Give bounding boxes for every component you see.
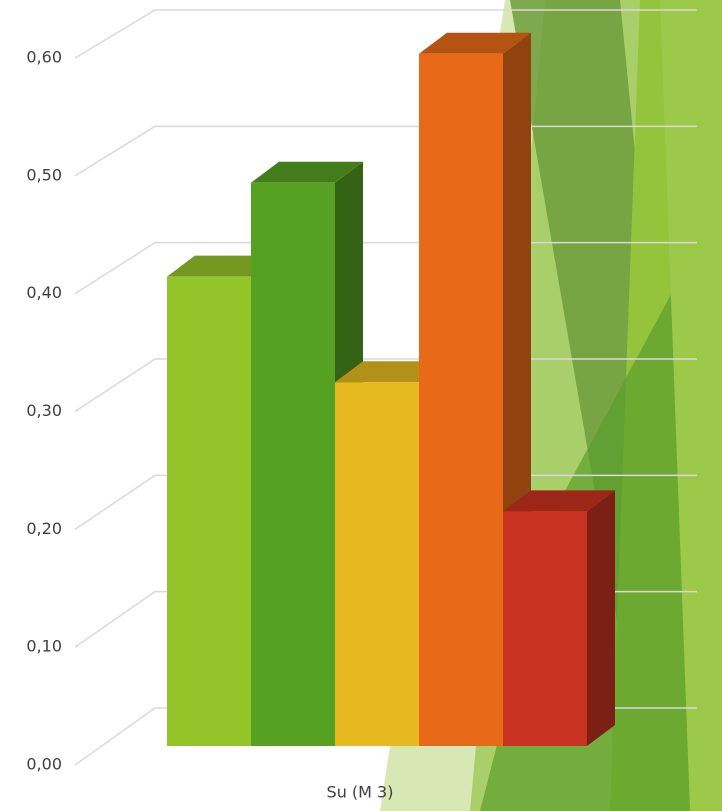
grid-line (74, 9, 697, 59)
bar-side (587, 490, 615, 746)
bar-top (419, 32, 531, 54)
bar-front (167, 276, 251, 746)
bar (503, 490, 615, 746)
bar-top (251, 161, 363, 183)
x-tick-label: Su (M 3) (327, 783, 394, 802)
y-tick-label: 0,10 (26, 637, 62, 656)
y-tick-label: 0,50 (26, 165, 62, 184)
y-tick-label: 0,30 (26, 401, 62, 420)
y-tick-label: 0,60 (26, 48, 62, 67)
bar-front (335, 382, 419, 746)
y-tick-label: 0,20 (26, 519, 62, 538)
bar (419, 32, 531, 746)
y-tick-label: 0,00 (26, 755, 62, 774)
bar-front (419, 53, 503, 746)
bar-top (503, 490, 615, 512)
bar-front (251, 182, 335, 747)
y-tick-label: 0,40 (26, 283, 62, 302)
bar-front (503, 511, 587, 746)
bars (167, 32, 615, 747)
